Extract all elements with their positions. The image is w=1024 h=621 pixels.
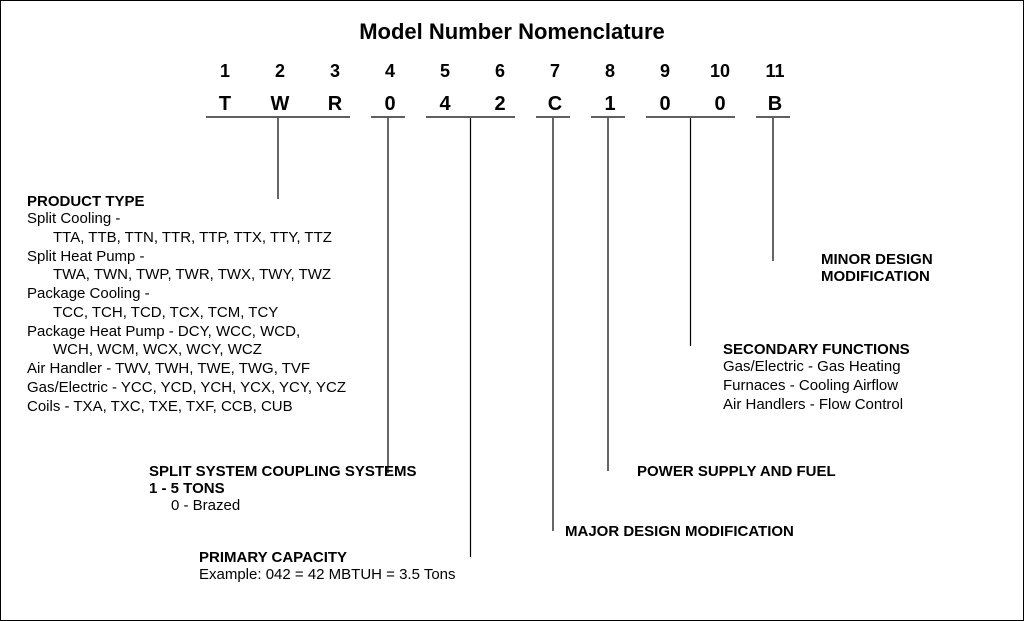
product-type-line: Package Heat Pump - DCY, WCC, WCD, <box>27 323 387 342</box>
column-value: R <box>320 93 350 116</box>
major-design-heading: MAJOR DESIGN MODIFICATION <box>565 523 794 540</box>
product-type-line: Split Cooling - <box>27 210 387 229</box>
column-number: 11 <box>760 61 790 82</box>
secondary-functions-line: Air Handlers - Flow Control <box>723 396 910 415</box>
column-value: 2 <box>485 93 515 116</box>
product-type-line: TWA, TWN, TWP, TWR, TWX, TWY, TWZ <box>27 266 387 285</box>
column-value: T <box>210 93 240 116</box>
column-value: 4 <box>430 93 460 116</box>
column-value: B <box>760 93 790 116</box>
page-title: Model Number Nomenclature <box>1 19 1023 45</box>
column-value: 0 <box>375 93 405 116</box>
power-supply-heading: POWER SUPPLY AND FUEL <box>637 463 836 480</box>
nomenclature-diagram: Model Number Nomenclature 1234567891011 … <box>0 0 1024 621</box>
primary-capacity-heading: PRIMARY CAPACITY <box>199 549 456 566</box>
secondary-functions-lines: Gas/Electric - Gas HeatingFurnaces - Coo… <box>723 358 910 414</box>
column-number: 9 <box>650 61 680 82</box>
column-value: 0 <box>705 93 735 116</box>
product-type-lines: Split Cooling -TTA, TTB, TTN, TTR, TTP, … <box>27 210 387 416</box>
primary-capacity-example: Example: 042 = 42 MBTUH = 3.5 Tons <box>199 566 456 585</box>
product-type-heading: PRODUCT TYPE <box>27 193 387 210</box>
column-value: C <box>540 93 570 116</box>
column-value: 0 <box>650 93 680 116</box>
secondary-functions-block: SECONDARY FUNCTIONS Gas/Electric - Gas H… <box>723 341 910 414</box>
column-number: 4 <box>375 61 405 82</box>
split-system-heading: SPLIT SYSTEM COUPLING SYSTEMS <box>149 463 417 480</box>
product-type-line: WCH, WCM, WCX, WCY, WCZ <box>27 341 387 360</box>
product-type-line: TTA, TTB, TTN, TTR, TTP, TTX, TTY, TTZ <box>27 229 387 248</box>
column-number: 8 <box>595 61 625 82</box>
product-type-line: Air Handler - TWV, TWH, TWE, TWG, TVF <box>27 360 387 379</box>
minor-design-block: MINOR DESIGN MODIFICATION <box>821 251 933 285</box>
split-system-block: SPLIT SYSTEM COUPLING SYSTEMS 1 - 5 TONS… <box>149 463 417 516</box>
minor-design-line2: MODIFICATION <box>821 268 933 285</box>
product-type-line: Gas/Electric - YCC, YCD, YCH, YCX, YCY, … <box>27 379 387 398</box>
product-type-block: PRODUCT TYPE Split Cooling -TTA, TTB, TT… <box>27 193 387 416</box>
split-system-tons: 1 - 5 TONS <box>149 480 417 497</box>
product-type-line: Package Cooling - <box>27 285 387 304</box>
secondary-functions-line: Furnaces - Cooling Airflow <box>723 377 910 396</box>
product-type-line: TCC, TCH, TCD, TCX, TCM, TCY <box>27 304 387 323</box>
column-number: 6 <box>485 61 515 82</box>
column-value: W <box>265 93 295 116</box>
secondary-functions-heading: SECONDARY FUNCTIONS <box>723 341 910 358</box>
product-type-line: Split Heat Pump - <box>27 248 387 267</box>
primary-capacity-block: PRIMARY CAPACITY Example: 042 = 42 MBTUH… <box>199 549 456 585</box>
column-number: 2 <box>265 61 295 82</box>
column-number: 10 <box>705 61 735 82</box>
product-type-line: Coils - TXA, TXC, TXE, TXF, CCB, CUB <box>27 398 387 417</box>
split-system-brazed: 0 - Brazed <box>149 497 417 516</box>
minor-design-line1: MINOR DESIGN <box>821 251 933 268</box>
secondary-functions-line: Gas/Electric - Gas Heating <box>723 358 910 377</box>
column-number: 1 <box>210 61 240 82</box>
column-value: 1 <box>595 93 625 116</box>
column-number: 7 <box>540 61 570 82</box>
column-number: 5 <box>430 61 460 82</box>
column-number: 3 <box>320 61 350 82</box>
